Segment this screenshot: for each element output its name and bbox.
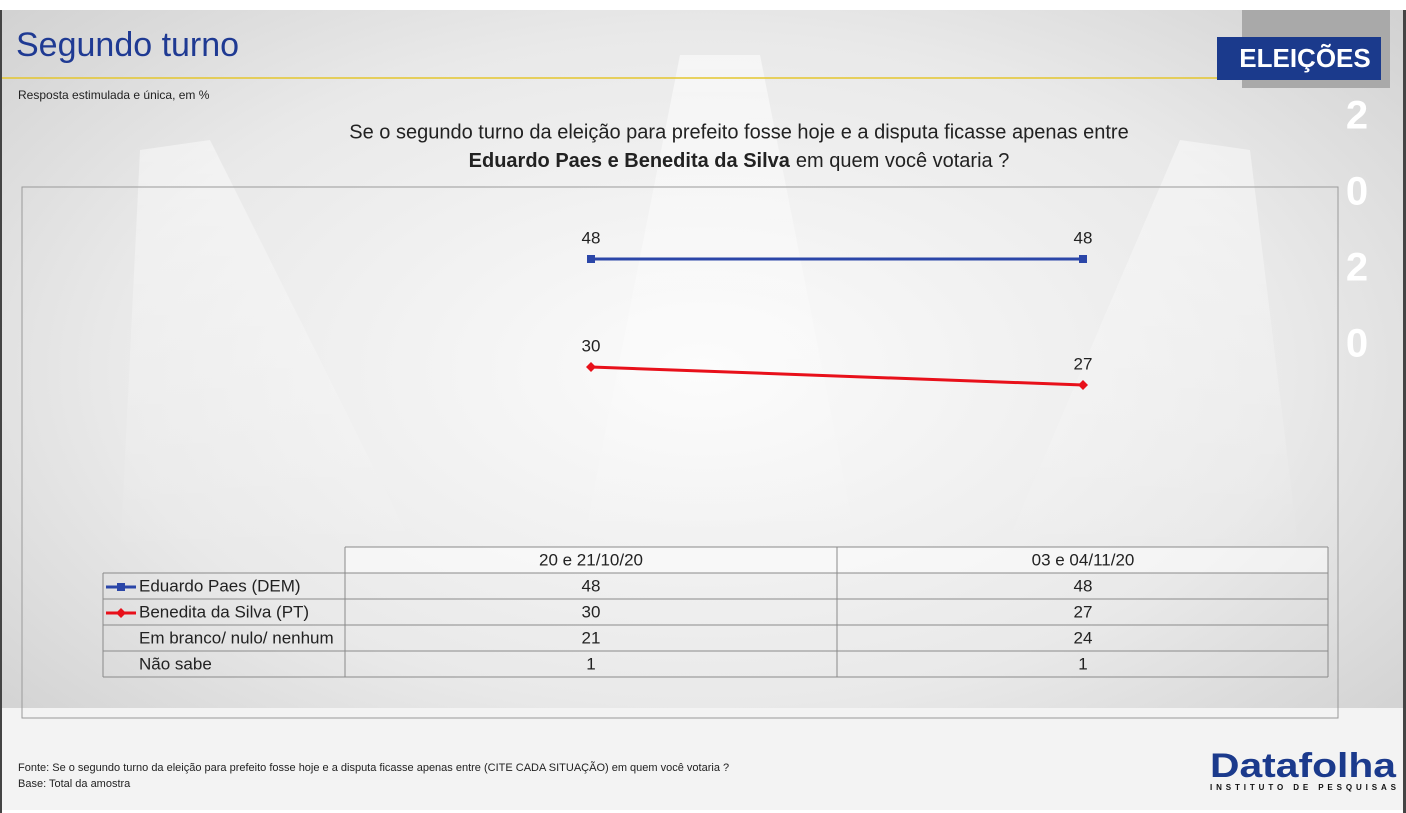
marker [117, 583, 125, 591]
marker [586, 362, 596, 372]
spotlight [580, 55, 860, 560]
table-value: 1 [586, 654, 595, 673]
floor [2, 708, 1403, 810]
question-bold: Eduardo Paes e Benedita da Silva [469, 150, 791, 172]
marker [1079, 255, 1087, 263]
table-value: 1 [1078, 654, 1087, 673]
marker [1078, 380, 1088, 390]
table-value: 24 [1074, 628, 1093, 647]
question-line2: Eduardo Paes e Benedita da Silva em quem … [469, 150, 1010, 172]
column-header: 20 e 21/10/20 [539, 550, 643, 569]
border-right [1403, 10, 1406, 813]
row-label: Em branco/ nulo/ nenhum [139, 628, 334, 647]
data-label: 30 [582, 336, 601, 355]
plot-frame [21, 186, 1339, 719]
column-header: 03 e 04/11/20 [1032, 550, 1135, 569]
data-label: 27 [1074, 354, 1093, 373]
question-rest: em quem você votaria ? [796, 150, 1009, 172]
row-label: Eduardo Paes (DEM) [139, 576, 301, 595]
spotlight [1000, 140, 1300, 560]
logo-sub: INSTITUTO DE PESQUISAS [1210, 783, 1397, 792]
border-left [0, 10, 2, 813]
row-label: Não sabe [139, 654, 212, 673]
badge [1217, 37, 1381, 80]
row-label: Benedita da Silva (PT) [139, 602, 309, 621]
title: Segundo turno [16, 26, 239, 64]
table-value: 27 [1074, 602, 1093, 621]
data-table: 20 e 21/10/20 03 e 04/11/20 Eduardo Paes (… [102, 546, 1329, 678]
year-digit: 0 [1346, 170, 1368, 214]
year-digit: 0 [1346, 322, 1368, 366]
table-value: 48 [1074, 576, 1093, 595]
year-digit: 2 [1346, 94, 1368, 138]
year-digit: 2 [1346, 246, 1368, 290]
spotlight [120, 140, 420, 560]
footer-source: Fonte: Se o segundo turno da eleição par… [18, 761, 729, 774]
question-line1: Se o segundo turno da eleição para prefe… [349, 121, 1128, 143]
marker [587, 255, 595, 263]
logo: Datafolha [1210, 747, 1397, 785]
plot: 48 48 30 27 [582, 228, 1093, 390]
data-label: 48 [1074, 228, 1093, 247]
table-value: 48 [582, 576, 601, 595]
series-line [590, 365, 1084, 387]
data-label: 48 [582, 228, 601, 247]
marker [116, 608, 126, 618]
subtitle: Resposta estimulada e única, em % [18, 88, 210, 102]
badge-text: ELEIÇÕES [1239, 43, 1370, 73]
footer-base: Base: Total da amostra [18, 778, 131, 790]
table-value: 21 [582, 628, 601, 647]
table-value: 30 [582, 602, 601, 621]
